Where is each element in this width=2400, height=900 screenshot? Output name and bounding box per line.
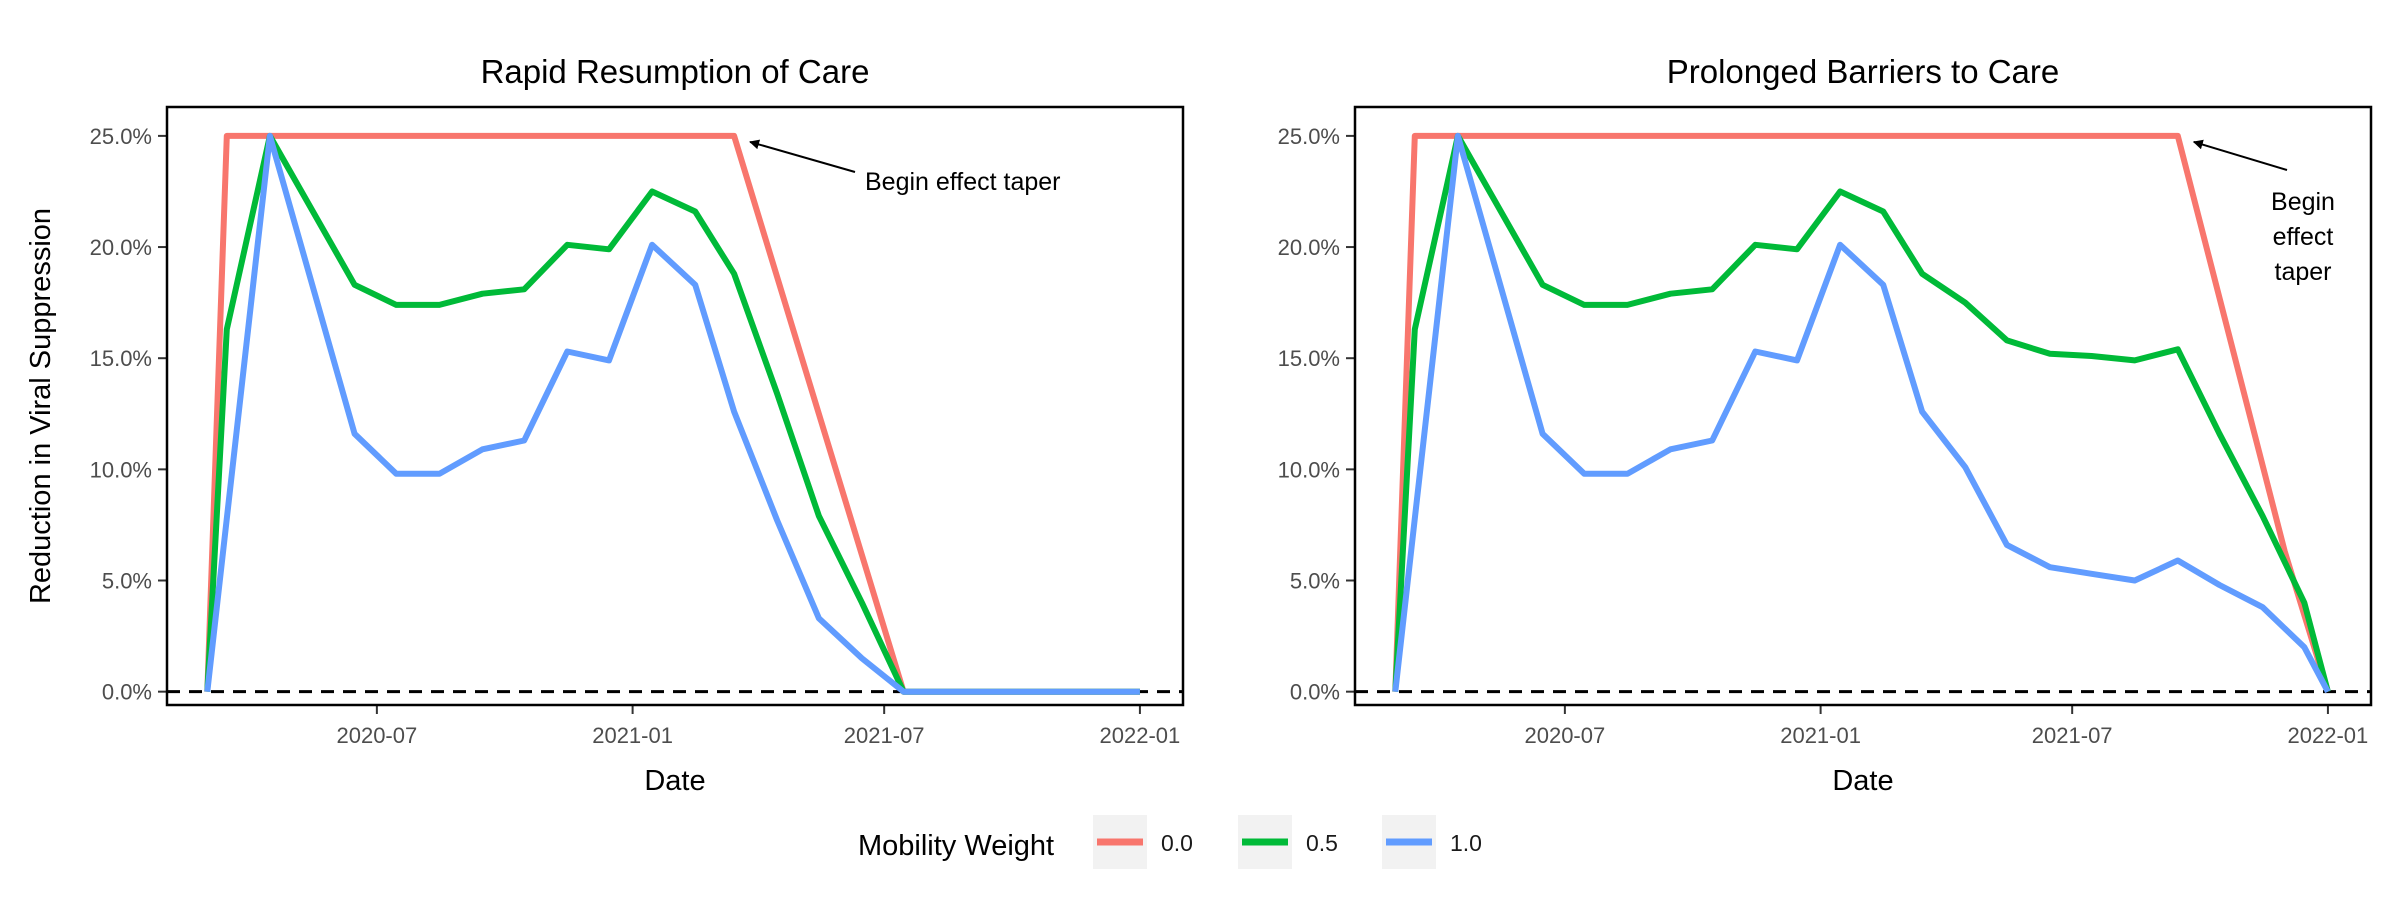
y-tick-label: 25.0% [1278,124,1340,149]
annotation-text: Begin effect taper [865,168,1061,196]
y-tick-label: 20.0% [90,235,152,260]
panels-layer: Rapid Resumption of Care 0.0% 5.0% 10.0% 15.… [25,53,2373,797]
y-tick-label: 0.0% [102,680,152,705]
x-tick-label: 2021-07 [844,723,925,748]
series-line-1.0 [1392,132,2331,694]
chart-panel-2: Prolonged Barriers to Care 0.0% 5.0% 10.0% 1… [1278,53,2373,797]
series-line-1.0 [204,132,1140,695]
y-tick-label: 15.0% [1278,346,1340,371]
legend-label: 0.5 [1306,830,1338,856]
y-tick-label: 25.0% [90,124,152,149]
x-tick-label: 2022-01 [1100,723,1181,748]
chart-title: Rapid Resumption of Care [481,53,870,90]
y-axis-title: Reduction in Viral Suppression [25,208,57,604]
x-tick-label: 2021-01 [1780,723,1861,748]
annotation-text: Begin [2271,188,2335,216]
x-tick-label: 2020-07 [336,723,417,748]
chart-panel-1: Rapid Resumption of Care 0.0% 5.0% 10.0% 15.… [25,53,1185,797]
x-axis-title: Date [1832,765,1893,797]
panel-border [1353,105,2373,707]
y-tick-label: 15.0% [90,346,152,371]
annotation-text: taper [2275,258,2332,286]
annotation-text: effect [2273,223,2334,251]
series-line-0.5 [204,132,1140,695]
chart-title: Prolonged Barriers to Care [1667,53,2060,90]
y-tick-label: 20.0% [1278,235,1340,260]
x-tick-label: 2021-07 [2032,723,2113,748]
y-tick-label: 5.0% [102,569,152,594]
legend: Mobility Weight 0.0 0.5 1.0 [858,815,1482,869]
x-tick-label: 2021-01 [592,723,673,748]
y-tick-label: 10.0% [1278,457,1340,482]
y-tick-label: 10.0% [90,457,152,482]
y-tick-label: 5.0% [1290,569,1340,594]
x-axis-title: Date [644,765,705,797]
x-tick-label: 2022-01 [2288,723,2369,748]
y-tick-label: 0.0% [1290,680,1340,705]
annotation-arrow [749,139,856,173]
legend-label: 1.0 [1450,830,1482,856]
annotation-arrow [2192,139,2288,171]
panel-border [165,105,1185,707]
legend-label: 0.0 [1161,830,1193,856]
legend-title: Mobility Weight [858,830,1054,862]
series-line-0.5 [1392,132,2331,693]
x-tick-label: 2020-07 [1524,723,1605,748]
